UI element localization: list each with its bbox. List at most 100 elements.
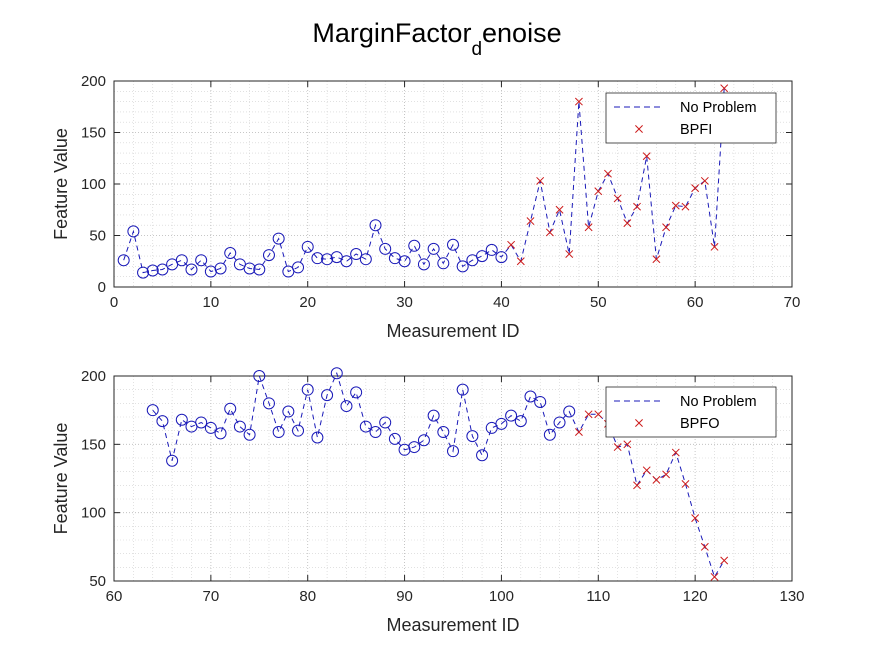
data-point-no-problem <box>340 400 353 413</box>
data-point-no-problem <box>127 225 140 238</box>
x-tick-label: 70 <box>784 294 801 311</box>
x-tick-label: 20 <box>299 294 316 311</box>
data-point-fault <box>662 470 671 479</box>
data-point-fault <box>710 572 719 581</box>
data-point-no-problem <box>321 253 334 266</box>
x-tick-label: 60 <box>687 294 704 311</box>
data-point-fault <box>613 194 622 203</box>
data-point-no-problem <box>224 402 237 415</box>
data-point-no-problem <box>282 405 295 418</box>
legend-label-no-problem: No Problem <box>680 394 757 410</box>
data-point-fault <box>671 201 680 210</box>
data-point-no-problem <box>524 390 537 403</box>
data-point-no-problem <box>456 260 469 273</box>
data-point-no-problem <box>369 426 382 439</box>
data-point-no-problem <box>301 383 314 396</box>
data-point-fault <box>633 202 641 211</box>
data-point-no-problem <box>214 427 227 440</box>
data-point-fault <box>720 556 729 565</box>
data-point-fault <box>516 257 525 266</box>
data-point-no-problem <box>195 254 208 267</box>
data-point-no-problem <box>437 257 450 270</box>
data-point-no-problem <box>534 395 547 408</box>
x-tick-label: 80 <box>299 588 316 605</box>
data-point-no-problem <box>408 441 421 454</box>
data-point-no-problem <box>485 243 498 256</box>
data-point-no-problem <box>301 240 314 253</box>
data-point-no-problem <box>379 242 392 255</box>
data-point-no-problem <box>272 426 285 439</box>
data-point-no-problem <box>543 428 556 441</box>
data-point-no-problem <box>476 250 489 263</box>
y-tick-label: 50 <box>89 228 106 245</box>
data-point-no-problem <box>146 404 159 417</box>
x-tick-label: 110 <box>586 588 610 605</box>
data-point-no-problem <box>117 254 130 267</box>
data-point-fault <box>574 97 583 106</box>
data-point-no-problem <box>156 415 169 428</box>
data-point-no-problem <box>437 426 450 439</box>
x-tick-label: 130 <box>779 588 804 605</box>
data-point-no-problem <box>175 413 188 426</box>
x-tick-label: 30 <box>396 294 413 311</box>
data-point-no-problem <box>447 238 459 251</box>
data-point-no-problem <box>166 454 179 467</box>
chart-title: MarginFactordenoise <box>312 18 561 60</box>
legend-swatch-fault <box>635 125 643 133</box>
data-point-no-problem <box>156 263 169 276</box>
x-tick-label: 10 <box>203 294 220 311</box>
data-point-no-problem <box>379 416 392 429</box>
x-axis-label: Measurement ID <box>386 321 519 341</box>
legend-swatch-fault <box>635 419 643 427</box>
data-point-fault <box>642 152 651 161</box>
data-point-fault <box>584 410 593 419</box>
data-point-fault <box>526 217 535 226</box>
data-point-fault <box>507 240 516 249</box>
legend-box <box>605 386 777 438</box>
data-point-no-problem <box>359 420 372 433</box>
data-point-fault <box>574 428 583 436</box>
data-point-fault <box>633 481 641 490</box>
data-point-no-problem <box>311 431 324 444</box>
data-point-fault <box>594 410 603 419</box>
data-point-fault <box>720 84 729 93</box>
data-point-no-problem <box>563 405 576 418</box>
data-point-no-problem <box>359 253 372 266</box>
data-point-fault <box>642 466 651 475</box>
data-point-fault <box>604 169 612 178</box>
x-tick-label: 60 <box>106 588 123 605</box>
data-point-no-problem <box>292 261 305 274</box>
plot-top: 0 10 20 30 40 50 60 70 0 50 100 150 200 Measurement I… <box>51 73 800 341</box>
data-point-fault <box>710 242 719 251</box>
data-point-fault <box>545 228 554 237</box>
data-point-no-problem <box>262 397 275 410</box>
data-point-fault <box>691 514 700 523</box>
x-tick-label: 40 <box>493 294 510 311</box>
data-point-no-problem <box>427 242 440 255</box>
data-point-no-problem <box>195 416 208 429</box>
data-point-no-problem <box>185 263 198 276</box>
data-point-fault <box>613 443 622 452</box>
series-line-no-problem <box>123 88 725 274</box>
data-point-no-problem <box>146 264 159 277</box>
data-point-no-problem <box>495 417 508 430</box>
data-point-no-problem <box>224 247 237 260</box>
y-tick-label: 0 <box>98 279 106 296</box>
data-point-no-problem <box>427 409 440 422</box>
data-point-no-problem <box>447 445 459 458</box>
data-point-no-problem <box>262 249 275 262</box>
series-line-no-problem <box>152 371 725 579</box>
data-point-no-problem <box>514 415 527 428</box>
data-point-no-problem <box>340 255 353 268</box>
data-point-no-problem <box>398 443 411 456</box>
y-axis-label: Feature Value <box>51 128 71 240</box>
data-point-no-problem <box>214 262 227 275</box>
data-point-no-problem <box>369 219 382 232</box>
x-tick-label: 50 <box>590 294 607 311</box>
data-point-no-problem <box>350 386 363 399</box>
data-point-fault <box>555 205 564 214</box>
data-point-no-problem <box>204 421 217 434</box>
x-tick-label: 0 <box>110 294 118 311</box>
data-point-fault <box>681 202 690 211</box>
y-tick-label: 100 <box>81 176 106 193</box>
